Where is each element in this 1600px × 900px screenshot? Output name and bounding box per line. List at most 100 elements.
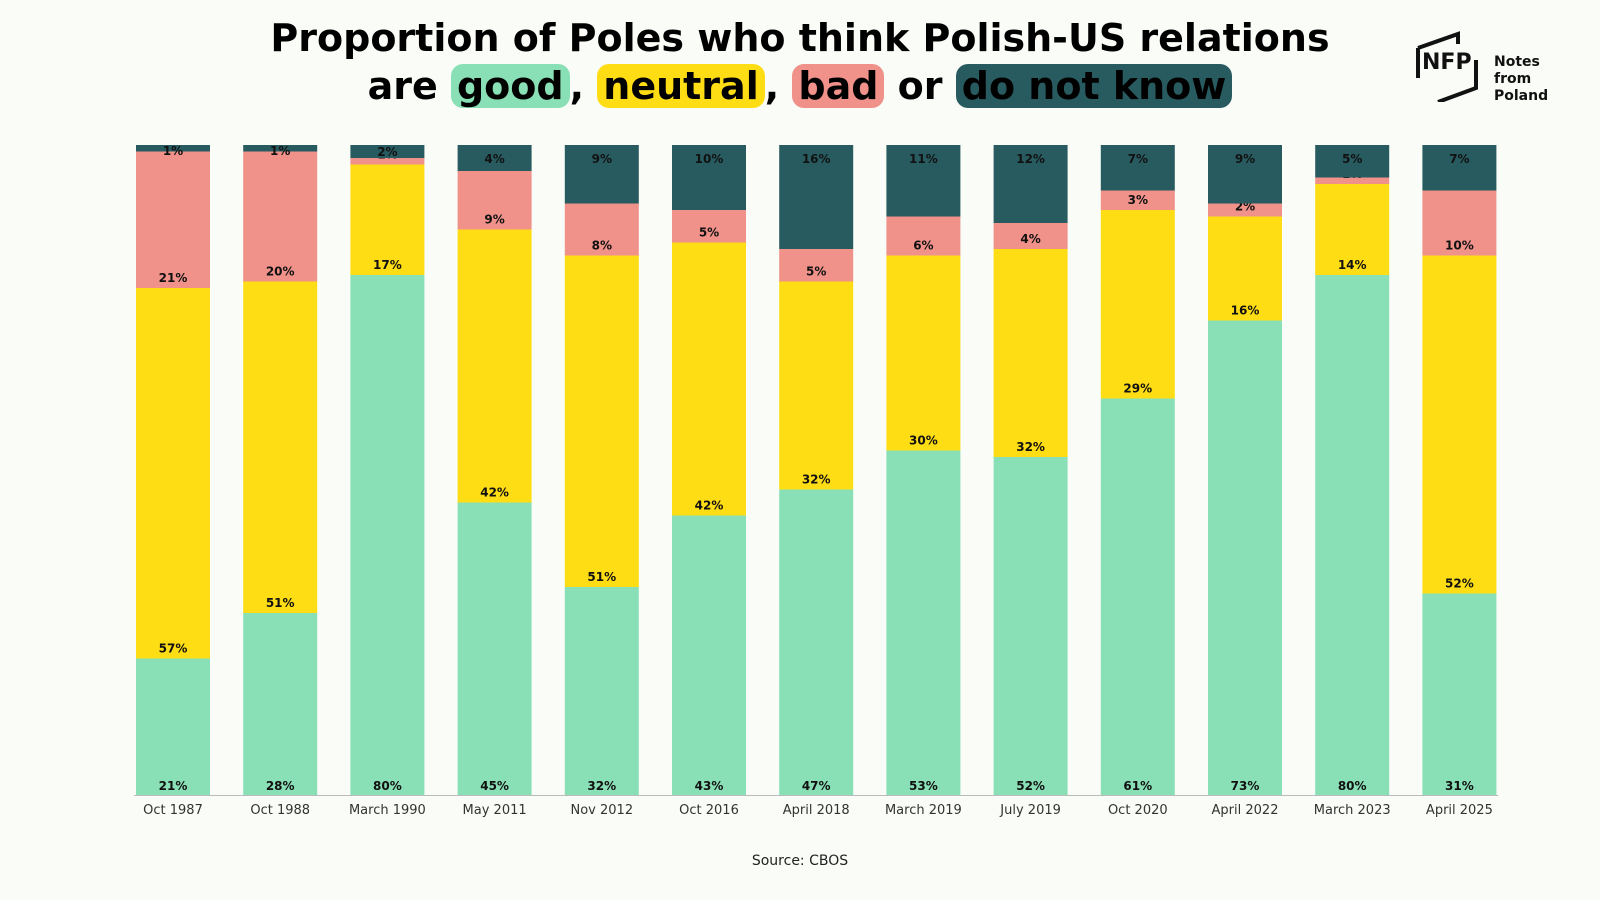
- nfp-logo-name: Notes from Poland: [1494, 54, 1574, 105]
- bar-bad-4: [564, 203, 639, 256]
- data-label-neutral-0: 57%: [159, 642, 188, 656]
- bar-do-not-know-12: [1422, 145, 1497, 191]
- title-or: or: [897, 64, 943, 108]
- source-note: Source: CBOS: [751, 853, 849, 869]
- bar-bad-3: [457, 171, 532, 230]
- x-tick-label-7: March 2019: [885, 803, 962, 818]
- x-tick-label-6: April 2018: [783, 803, 850, 818]
- bar-do-not-know-0: [136, 145, 210, 152]
- x-tick-label-11: March 2023: [1314, 803, 1391, 818]
- x-tick-label-3: May 2011: [463, 803, 527, 818]
- x-tick-label-2: March 1990: [349, 803, 426, 818]
- data-label-neutral-2: 17%: [373, 258, 402, 272]
- data-label-good-4: 32%: [587, 779, 616, 793]
- x-tick-label-10: April 2022: [1212, 803, 1279, 818]
- bar-bad-7: [886, 216, 961, 256]
- nfp-logo-name-line-1: Notes from: [1494, 54, 1540, 87]
- bar-do-not-know-7: [886, 145, 961, 217]
- stacked-bar-chart: 21% 57% 21% 1% Oct 1987 28% 51% 20% 1% Oct 1988 80…: [134, 144, 1498, 818]
- data-label-bad-7: 6%: [913, 239, 933, 253]
- bar-good-5: [672, 515, 746, 795]
- data-label-bad-4: 8%: [592, 239, 612, 253]
- bar-do-not-know-6: [779, 145, 854, 249]
- data-label-good-3: 45%: [480, 779, 509, 793]
- bar-neutral-4: [564, 255, 639, 587]
- data-label-neutral-7: 30%: [909, 434, 938, 448]
- bar-good-7: [886, 450, 961, 795]
- bar-neutral-10: [1208, 216, 1282, 321]
- bar-neutral-1: [243, 281, 318, 613]
- title-comma-1: ,: [569, 64, 585, 108]
- x-tick-label-1: Oct 1988: [250, 803, 310, 818]
- legend-neutral: neutral: [597, 64, 765, 108]
- bar-neutral-8: [993, 249, 1068, 457]
- data-label-bad-1: 20%: [266, 265, 295, 279]
- bar-do-not-know-3: [457, 145, 532, 171]
- bar-bad-0: [136, 151, 210, 288]
- nfp-logo[interactable]: NFP Notes from Poland: [1414, 30, 1574, 105]
- data-label-neutral-8: 32%: [1016, 440, 1045, 454]
- bar-do-not-know-5: [672, 145, 746, 210]
- bar-do-not-know-1: [243, 145, 318, 152]
- data-label-do-not-know-3: 4%: [484, 152, 504, 166]
- bar-neutral-12: [1422, 255, 1497, 594]
- data-label-neutral-4: 51%: [587, 570, 616, 584]
- bar-do-not-know-10: [1208, 145, 1282, 204]
- data-label-good-12: 31%: [1445, 779, 1474, 793]
- bar-neutral-5: [672, 242, 746, 516]
- bar-neutral-6: [779, 281, 854, 490]
- bar-good-2: [350, 275, 425, 795]
- bar-good-10: [1208, 320, 1282, 795]
- data-label-good-9: 61%: [1123, 779, 1152, 793]
- data-label-neutral-5: 42%: [695, 499, 724, 513]
- title-comma-2: ,: [764, 64, 780, 108]
- bar-good-1: [243, 613, 318, 795]
- data-label-do-not-know-8: 12%: [1016, 152, 1045, 166]
- bar-do-not-know-11: [1315, 145, 1390, 178]
- data-label-do-not-know-9: 7%: [1128, 152, 1148, 166]
- data-label-do-not-know-4: 9%: [592, 152, 612, 166]
- data-label-good-11: 80%: [1338, 779, 1367, 793]
- bar-bad-2: [350, 158, 425, 165]
- bar-neutral-0: [136, 288, 210, 659]
- data-label-bad-9: 3%: [1128, 193, 1148, 207]
- bar-neutral-3: [457, 229, 532, 503]
- data-label-good-5: 43%: [695, 779, 724, 793]
- data-label-good-7: 53%: [909, 779, 938, 793]
- bar-bad-9: [1100, 190, 1175, 210]
- data-label-do-not-know-10: 9%: [1235, 152, 1255, 166]
- bar-neutral-9: [1100, 210, 1175, 399]
- x-tick-label-5: Oct 2016: [679, 803, 739, 818]
- x-tick-label-9: Oct 2020: [1108, 803, 1168, 818]
- legend-good: good: [450, 64, 570, 108]
- bar-bad-8: [993, 223, 1068, 249]
- data-label-do-not-know-0: 1%: [163, 144, 183, 158]
- data-label-good-1: 28%: [266, 779, 295, 793]
- bar-do-not-know-9: [1100, 145, 1175, 191]
- nfp-logo-abbr: NFP: [1422, 50, 1472, 75]
- bar-good-4: [564, 587, 639, 795]
- data-label-do-not-know-6: 16%: [802, 152, 831, 166]
- data-label-neutral-10: 16%: [1231, 304, 1260, 318]
- bar-bad-6: [779, 249, 854, 282]
- data-label-neutral-9: 29%: [1123, 382, 1152, 396]
- bar-do-not-know-2: [350, 145, 425, 158]
- bar-do-not-know-4: [564, 145, 639, 204]
- bar-good-11: [1315, 275, 1390, 795]
- x-tick-label-12: April 2025: [1426, 803, 1493, 818]
- data-label-bad-5: 5%: [699, 226, 719, 240]
- data-label-good-0: 21%: [159, 779, 188, 793]
- bar-good-12: [1422, 593, 1497, 795]
- data-label-good-6: 47%: [802, 779, 831, 793]
- data-label-neutral-12: 52%: [1445, 577, 1474, 591]
- bar-do-not-know-8: [993, 145, 1068, 223]
- x-tick-label-0: Oct 1987: [143, 803, 203, 818]
- x-tick-label-4: Nov 2012: [571, 803, 634, 818]
- data-label-neutral-1: 51%: [266, 596, 295, 610]
- data-label-bad-6: 5%: [806, 265, 826, 279]
- data-label-neutral-11: 14%: [1338, 258, 1367, 272]
- data-label-bad-8: 4%: [1020, 232, 1040, 246]
- data-label-neutral-3: 42%: [480, 486, 509, 500]
- nfp-logo-frame-icon: [1416, 31, 1478, 102]
- data-label-do-not-know-12: 7%: [1449, 152, 1469, 166]
